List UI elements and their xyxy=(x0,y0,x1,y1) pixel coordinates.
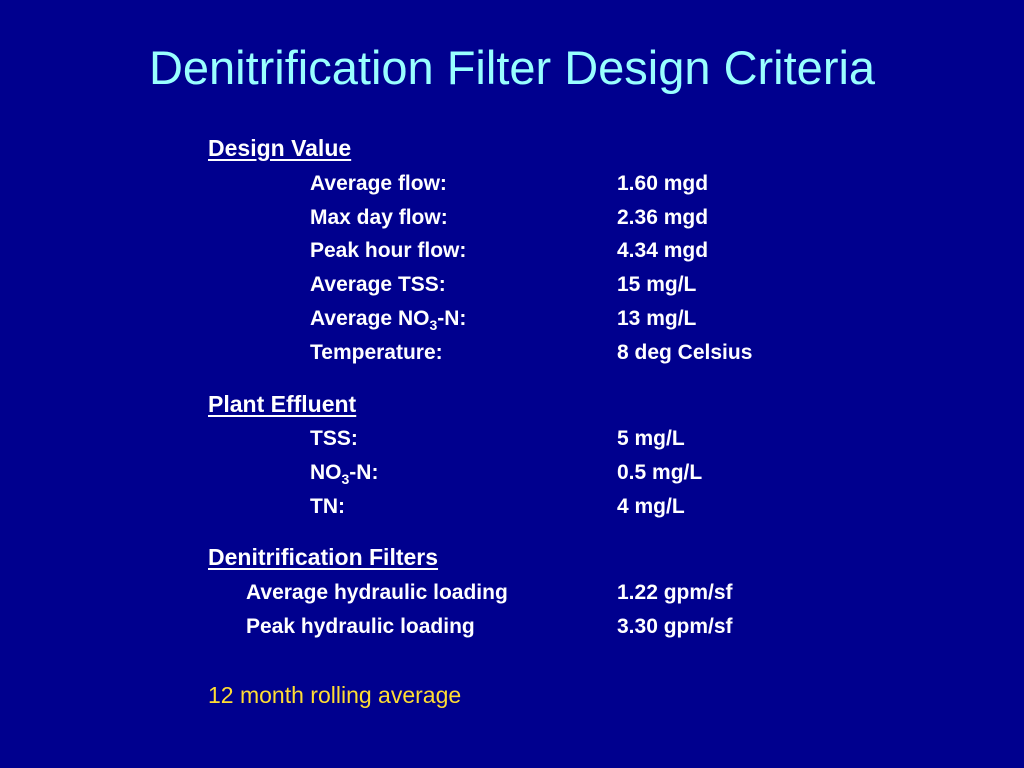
row-label: Max day flow: xyxy=(310,206,448,229)
design-value-row-average-flow: Average flow: 1.60 mgd xyxy=(0,170,1024,198)
row-label: Average TSS: xyxy=(310,273,446,296)
row-value: 1.60 mgd xyxy=(617,172,709,195)
design-value-row-average-tss: Average TSS: 15 mg/L xyxy=(0,271,1024,299)
row-label: Peak hydraulic loading xyxy=(246,615,475,638)
design-value-row-average-no3-n: Average NO3-N: 13 mg/L xyxy=(0,305,1024,333)
label-prefix: NO xyxy=(310,461,342,484)
label-subscript: 3 xyxy=(341,471,350,487)
label-prefix: Average NO xyxy=(310,307,430,330)
footnote: 12 month rolling average xyxy=(208,682,462,708)
plant-effluent-row-tn: TN: 4 mg/L xyxy=(0,493,1024,521)
design-value-row-peak-hour-flow: Peak hour flow: 4.34 mgd xyxy=(0,237,1024,265)
row-label: TSS: xyxy=(310,427,358,450)
row-value: 13 mg/L xyxy=(617,307,697,330)
slide-title: Denitrification Filter Design Criteria xyxy=(148,41,876,94)
row-label: Peak hour flow: xyxy=(310,239,467,262)
row-label: Temperature: xyxy=(310,341,443,364)
plant-effluent-heading: Plant Effluent xyxy=(208,391,357,417)
filters-row-peak-hydraulic-loading: Peak hydraulic loading 3.30 gpm/sf xyxy=(0,613,1024,641)
row-label: Average hydraulic loading xyxy=(246,581,508,604)
filters-row-average-hydraulic-loading: Average hydraulic loading 1.22 gpm/sf xyxy=(0,579,1024,607)
row-value: 2.36 mgd xyxy=(617,206,709,229)
row-label: Average flow: xyxy=(310,172,447,195)
denitrification-filters-heading: Denitrification Filters xyxy=(208,544,439,570)
row-value: 8 deg Celsius xyxy=(617,341,753,364)
label-subscript: 3 xyxy=(429,317,438,333)
design-value-row-temperature: Temperature: 8 deg Celsius xyxy=(0,339,1024,367)
row-label: Average NO3-N: xyxy=(310,305,466,334)
design-value-heading: Design Value xyxy=(208,135,352,161)
row-value: 4.34 mgd xyxy=(617,239,709,262)
row-value: 3.30 gpm/sf xyxy=(617,615,733,638)
row-value: 0.5 mg/L xyxy=(617,461,703,484)
row-value: 4 mg/L xyxy=(617,495,685,518)
label-suffix: -N: xyxy=(437,307,467,330)
row-label: TN: xyxy=(310,495,345,518)
plant-effluent-row-tss: TSS: 5 mg/L xyxy=(0,425,1024,453)
label-suffix: -N: xyxy=(349,461,379,484)
row-value: 1.22 gpm/sf xyxy=(617,581,733,604)
row-value: 15 mg/L xyxy=(617,273,697,296)
plant-effluent-row-no3-n: NO3-N: 0.5 mg/L xyxy=(0,459,1024,487)
row-value: 5 mg/L xyxy=(617,427,685,450)
row-label: NO3-N: xyxy=(310,459,378,488)
design-value-row-max-day-flow: Max day flow: 2.36 mgd xyxy=(0,204,1024,232)
